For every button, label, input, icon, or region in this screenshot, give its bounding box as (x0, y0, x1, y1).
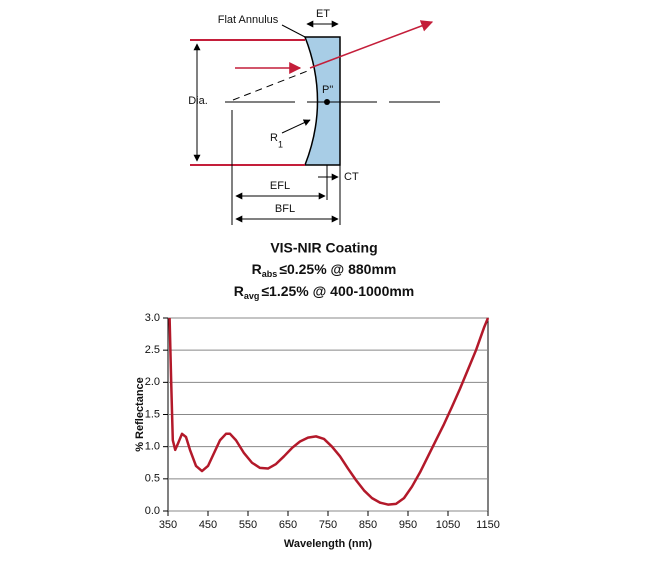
principal-point (324, 99, 330, 105)
label: EFL (270, 180, 290, 192)
y-tick-label: 2.0 (145, 376, 160, 388)
y-axis-label: % Reflectance (134, 377, 146, 452)
y-tick-label: 0.0 (145, 505, 160, 517)
lens (303, 36, 341, 166)
chart-subtitle: Rabs ≤0.25% @ 880mm (252, 261, 397, 280)
y-tick-label: 1.0 (145, 441, 160, 453)
y-tick-label: 0.5 (145, 473, 160, 485)
label: ET (316, 8, 330, 20)
x-tick-label: 450 (199, 519, 217, 531)
chart-title: VIS-NIR Coating (270, 240, 377, 256)
label: BFL (275, 203, 295, 215)
subscript: avg (244, 291, 260, 301)
y-tick-label: 3.0 (145, 312, 160, 324)
x-tick-label: 350 (159, 519, 177, 531)
label: Dia. (188, 95, 208, 107)
label: CT (344, 171, 359, 183)
ray-out (309, 20, 434, 69)
x-tick-label: 950 (399, 519, 417, 531)
x-tick-label: 1150 (476, 519, 500, 531)
chart-subtitle: Ravg ≤1.25% @ 400-1000mm (234, 283, 415, 302)
virtual-ray (232, 69, 311, 101)
symbol: R (252, 261, 262, 277)
line (168, 317, 490, 506)
y-tick-label: 1.5 (145, 408, 160, 420)
text: ≤0.25% @ 880mm (279, 261, 396, 277)
x-axis-label: Wavelength (nm) (284, 538, 373, 550)
y-tick-label: 2.5 (145, 344, 160, 356)
label: Flat Annulus (218, 14, 279, 26)
x-tick-label: 750 (319, 519, 337, 531)
label: 1 (278, 139, 283, 149)
text: ≤1.25% @ 400-1000mm (261, 283, 414, 299)
lens-diagram: Flat Annulus ET Dia. P" R 1 CT EFL BFL (188, 8, 440, 225)
label: P" (322, 84, 333, 96)
leader (281, 119, 311, 134)
x-tick-label: 1050 (436, 519, 460, 531)
x-tick-label: 650 (279, 519, 297, 531)
subscript: abs (262, 269, 278, 279)
x-tick-label: 850 (359, 519, 377, 531)
label: R (270, 132, 278, 144)
x-tick-label: 550 (239, 519, 257, 531)
leader (281, 24, 306, 38)
symbol: R (234, 283, 244, 299)
